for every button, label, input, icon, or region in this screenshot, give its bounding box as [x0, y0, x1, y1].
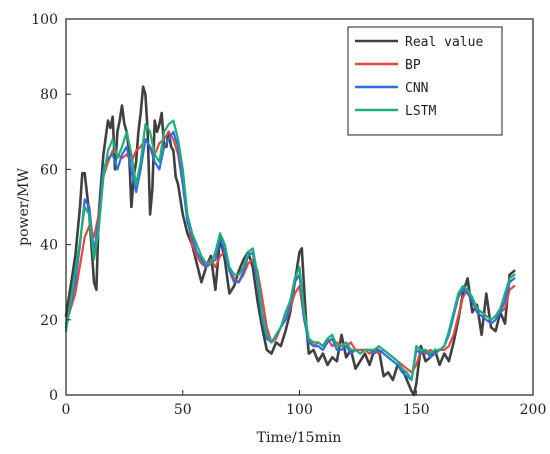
- legend-label-cnn: CNN: [405, 81, 428, 96]
- legend-label-lstm: LSTM: [405, 104, 436, 119]
- legend-label-bp: BP: [405, 58, 421, 73]
- y-tick-label: 20: [40, 313, 58, 329]
- y-tick-label: 0: [49, 388, 58, 404]
- y-tick-label: 100: [31, 12, 58, 28]
- series-line-lstm: [64, 119, 516, 382]
- legend-box: [347, 26, 503, 136]
- y-axis-title: power/MW: [16, 167, 32, 245]
- x-tick-label: 50: [174, 402, 192, 418]
- y-tick-label: 80: [40, 87, 58, 103]
- y-tick-label: 60: [40, 162, 58, 178]
- y-tick-label: 40: [40, 238, 58, 254]
- ticks-layer: 0 50 100 150 200 0 20 40 60 80 100: [31, 12, 546, 418]
- x-tick-label: 100: [286, 402, 313, 418]
- series-layer: [64, 85, 516, 397]
- x-axis-title: Time/15min: [257, 430, 342, 446]
- x-tick-label: 200: [520, 402, 547, 418]
- x-tick-label: 150: [403, 402, 430, 418]
- legend-label-real-value: Real value: [405, 35, 483, 50]
- x-tick-label: 0: [62, 402, 71, 418]
- legend: Real value BP CNN LSTM: [347, 26, 503, 136]
